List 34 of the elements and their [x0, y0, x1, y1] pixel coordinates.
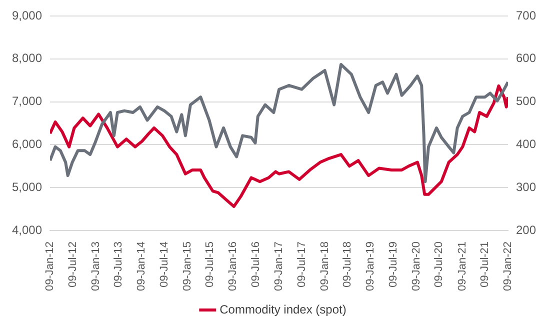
x-tick-label: 09-Jul-19	[387, 241, 400, 288]
x-tick-label: 09-Jan-18	[318, 241, 331, 292]
legend-label: Commodity index (spot)	[220, 302, 346, 316]
x-tick-label: 09-Jan-19	[364, 241, 377, 292]
x-tick-label: 09-Jan-12	[44, 241, 56, 292]
x-tick-label: 09-Jan-13	[90, 241, 102, 292]
x-tick-label: 09-Jul-15	[204, 241, 216, 288]
x-tick-label: 09-Jan-22	[502, 241, 514, 292]
y2-tick-label: 600	[516, 51, 536, 66]
x-tick-label: 09-Jul-13	[112, 241, 125, 288]
y-tick-label: 4,000	[12, 222, 42, 237]
x-tick-label: 09-Jul-17	[296, 241, 308, 288]
y-tick-label: 6,000	[12, 136, 42, 151]
x-tick-label: 09-Jul-14	[158, 241, 170, 288]
x-tick-label: 09-Jul-21	[478, 241, 491, 288]
x-tick-label: 09-Jul-18	[342, 241, 354, 288]
x-tick-label: 09-Jan-17	[273, 241, 286, 292]
x-tick-label: 09-Jan-21	[456, 241, 468, 292]
x-tick-label: 09-Jul-16	[250, 241, 262, 288]
y2-tick-label: 200	[516, 222, 536, 237]
y2-tick-label: 700	[516, 8, 536, 22]
y2-tick-label: 400	[516, 136, 536, 151]
y2-tick-label: 300	[516, 180, 536, 194]
x-tick-label: 09-Jan-16	[227, 241, 240, 292]
y-tick-label: 8,000	[12, 51, 42, 66]
y-tick-label: 5,000	[12, 180, 42, 194]
y-tick-label: 7,000	[12, 94, 42, 108]
y2-tick-label: 500	[516, 94, 536, 108]
x-tick-label: 09-Jan-15	[181, 241, 194, 292]
x-tick-label: 09-Jul-20	[433, 241, 446, 288]
y-tick-label: 9,000	[12, 8, 42, 22]
x-tick-label: 09-Jul-12	[66, 241, 79, 288]
x-tick-label: 09-Jan-14	[136, 241, 148, 292]
x-tick-label: 09-Jan-20	[410, 241, 422, 292]
